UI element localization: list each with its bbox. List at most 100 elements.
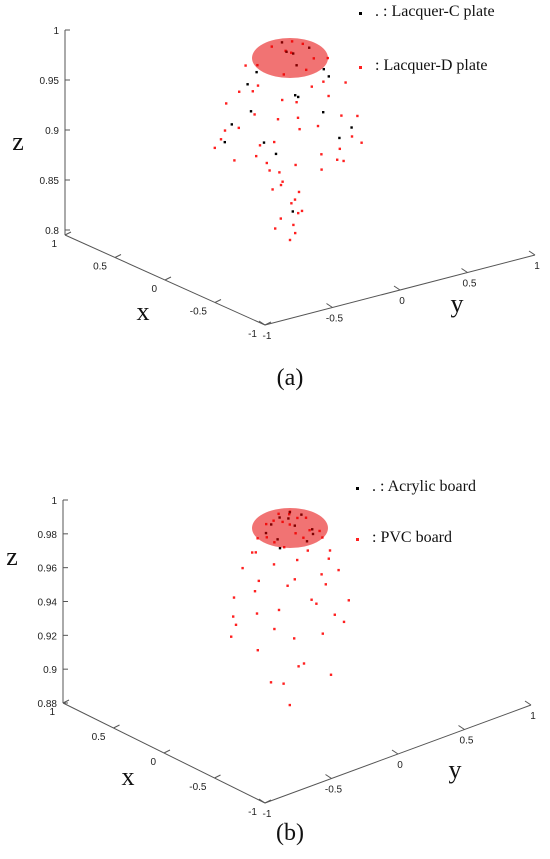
y-tick-mark [391, 749, 399, 755]
x-tick-label: -0.5 [189, 782, 207, 793]
data-points [213, 38, 363, 242]
panel-caption: (b) [276, 820, 304, 846]
y-tick-label: 1 [534, 261, 540, 272]
y-tick-mark [524, 700, 532, 706]
data-point [223, 140, 226, 144]
data-point [258, 144, 262, 147]
legend: . : Lacquer-C plate: Lacquer-D plate [359, 3, 495, 74]
data-point [246, 83, 249, 86]
x-tick-mark [214, 299, 222, 303]
data-point [219, 138, 223, 141]
data-point [251, 551, 254, 554]
data-point [271, 188, 274, 191]
x-tick-mark [264, 321, 272, 326]
legend-marker [359, 12, 362, 15]
data-point [281, 180, 284, 183]
data-point [288, 238, 292, 242]
x-tick-mark [113, 724, 120, 729]
data-point [279, 183, 283, 187]
data-point [253, 590, 257, 593]
data-point [238, 90, 241, 93]
legend-entry: : Lacquer-D plate [375, 57, 488, 74]
x-axis-label: x [137, 297, 150, 326]
z-tick-label: 0.98 [38, 530, 58, 541]
legend-marker [359, 66, 362, 69]
data-point [324, 583, 327, 586]
data-point [298, 127, 301, 131]
z-tick-label: 1 [53, 26, 59, 37]
data-point [297, 665, 300, 668]
data-point [293, 198, 297, 201]
data-point [337, 568, 340, 572]
data-point [356, 114, 359, 118]
z-axis-label: z [12, 127, 24, 156]
data-point [273, 627, 276, 631]
data-point [322, 111, 325, 114]
data-point [232, 596, 236, 599]
data-point [293, 578, 296, 581]
data-point [213, 146, 216, 150]
data-point [274, 227, 277, 230]
legend-entry: : PVC board [372, 529, 452, 546]
x-tick-label: 0 [150, 757, 156, 768]
y-axis-label: y [451, 289, 464, 318]
data-point [322, 67, 325, 71]
data-point [288, 703, 291, 707]
data-point [350, 135, 354, 138]
y-tick-label: 0.5 [460, 736, 474, 747]
chart-a: 1 0.5 0 -0.5 -1 -1 -0.5 0 0.5 1 0.8 0.85 0.9 0.95 1 x y z… [12, 3, 540, 391]
data-point [336, 158, 339, 161]
data-point [253, 113, 256, 116]
x-tick-label: 0.5 [92, 732, 106, 743]
x-tick-label: 0 [151, 284, 157, 295]
data-point [291, 210, 294, 213]
data-point [281, 98, 284, 102]
y-tick-label: 1 [530, 711, 536, 722]
z-axis-label: z [6, 542, 18, 571]
data-point [310, 598, 313, 601]
axes: 10.50-0.5-1 -1-0.500.510.880.90.920.940.9… [38, 496, 537, 820]
y-tick-mark [326, 303, 333, 308]
data-point [273, 140, 276, 144]
data-point [279, 217, 282, 220]
x-tick-label: -1 [248, 807, 257, 818]
y-tick-label: -0.5 [325, 785, 343, 796]
data-point [277, 608, 281, 612]
legend-marker [356, 487, 359, 490]
z-tick-label: 0.9 [45, 126, 59, 137]
x-tick-mark [164, 276, 172, 281]
data-point [297, 190, 301, 194]
data-point [249, 110, 253, 113]
data-point [297, 211, 300, 215]
data-point [268, 169, 271, 172]
data-point [320, 153, 323, 156]
z-tick-label: 0.9 [43, 665, 57, 676]
data-point [278, 546, 282, 550]
data-point [223, 129, 227, 132]
data-point [342, 159, 345, 163]
data-point [315, 602, 318, 605]
data-point [230, 123, 233, 126]
x-tick-label: -1 [248, 329, 257, 340]
y-tick-mark [258, 320, 266, 326]
data-point [294, 163, 297, 167]
data-point [225, 102, 228, 105]
data-point [257, 579, 260, 583]
data-point [234, 623, 238, 627]
data-point [360, 141, 363, 144]
x-tick-mark [163, 749, 171, 754]
legend: . : Acrylic board: PVC board [356, 478, 476, 546]
z-tick-label: 1 [51, 496, 57, 507]
data-point [342, 620, 346, 624]
data-point [269, 681, 273, 684]
x-tick-label: 1 [51, 239, 57, 250]
data-point [255, 154, 258, 158]
data-point [294, 231, 297, 235]
data-point [237, 126, 240, 130]
z-tick-label: 0.8 [45, 226, 59, 237]
y-tick-mark [258, 798, 266, 804]
data-point [286, 584, 289, 587]
panel-caption: (a) [277, 365, 304, 391]
y-tick-mark [461, 268, 468, 273]
